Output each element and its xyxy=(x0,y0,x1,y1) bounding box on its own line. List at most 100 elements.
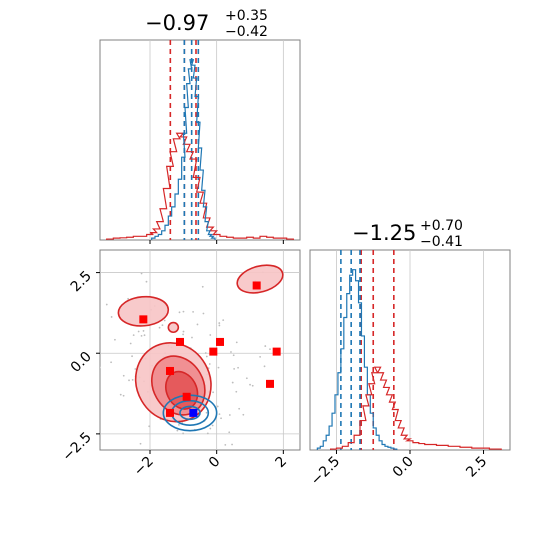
sample-point xyxy=(182,310,185,313)
quantile-lines xyxy=(340,250,395,450)
red-square-marker xyxy=(209,347,218,356)
x-tick-label: −2 xyxy=(131,454,157,480)
sample-point xyxy=(242,413,245,416)
sample-point xyxy=(118,453,120,455)
sample-point xyxy=(158,326,161,329)
sample-point xyxy=(128,379,130,382)
sample-point xyxy=(230,351,232,353)
x-tick-label: 0.0 xyxy=(390,454,417,481)
sample-point xyxy=(140,334,143,337)
panel-frame xyxy=(99,249,301,451)
sample-point xyxy=(168,492,170,494)
sample-point xyxy=(264,345,267,347)
sample-point xyxy=(112,470,114,472)
sample-point xyxy=(224,443,227,446)
red-square-marker xyxy=(139,315,148,324)
blue-histogram xyxy=(151,59,216,240)
panel-title-sub: −0.42 xyxy=(225,24,268,40)
sample-point xyxy=(245,377,248,380)
sample-point xyxy=(218,413,221,416)
sample-point xyxy=(163,319,166,322)
y-tick-label: −2.5 xyxy=(59,429,94,464)
red-square-marker xyxy=(166,408,174,417)
sample-point xyxy=(326,371,328,373)
blue-contour xyxy=(179,405,201,421)
x-tick-label: −2.5 xyxy=(308,454,343,489)
x-tick-label: 2 xyxy=(273,454,291,472)
sample-point xyxy=(182,432,185,435)
sample-point xyxy=(231,443,233,446)
sample-point xyxy=(122,374,125,377)
sample-point xyxy=(191,336,193,339)
sample-point xyxy=(205,411,208,414)
sample-point xyxy=(76,385,78,387)
sample-point xyxy=(182,330,185,333)
x-ticks: −2.5 0.0 2.5 xyxy=(308,450,490,489)
sample-point xyxy=(238,407,241,410)
sample-point xyxy=(228,414,231,416)
y-tick-label: 2.5 xyxy=(68,268,95,295)
panel-frame xyxy=(99,39,301,241)
sample-point xyxy=(140,454,142,456)
panel-title-sup: +0.70 xyxy=(420,218,463,234)
sample-point xyxy=(105,303,108,306)
sample-point xyxy=(132,334,135,337)
sample-point xyxy=(233,368,236,370)
sample-point xyxy=(237,366,239,369)
sample-point xyxy=(216,405,219,408)
markers xyxy=(139,281,281,417)
sample-point xyxy=(192,310,194,313)
panel-title-sub: −0.41 xyxy=(420,234,463,250)
blue-histogram xyxy=(316,269,398,450)
plot-area xyxy=(0,264,328,494)
panel-title-sup: +0.35 xyxy=(225,8,268,24)
x-ticks xyxy=(149,240,284,244)
red-square-marker xyxy=(252,281,261,290)
sample-point xyxy=(131,355,133,358)
sample-point xyxy=(100,366,101,369)
sample-point xyxy=(178,311,181,314)
sample-point xyxy=(235,390,238,393)
red-contour xyxy=(167,321,180,334)
red-square-marker xyxy=(182,392,191,401)
sample-point xyxy=(127,297,129,300)
y-ticks: −2.5 0.0 2.5 xyxy=(59,268,100,465)
sample-point xyxy=(178,423,180,426)
sample-point xyxy=(269,348,271,351)
sample-point xyxy=(249,383,251,386)
sample-point xyxy=(235,455,237,457)
panel-param1-histogram: −0.97 +0.35 −0.42 xyxy=(99,8,301,244)
red-square-marker xyxy=(166,366,174,375)
panel-param2-histogram: −2.5 0.0 2.5 −1.25 +0.70 −0.41 xyxy=(308,218,511,489)
sample-point xyxy=(211,424,214,427)
sample-point xyxy=(218,324,221,327)
red-square-marker xyxy=(266,379,274,388)
sample-point xyxy=(228,431,231,434)
sample-point xyxy=(201,285,204,288)
sample-point xyxy=(110,361,113,364)
sample-point xyxy=(259,355,262,358)
sample-point xyxy=(205,355,208,358)
sample-point xyxy=(202,312,205,315)
y-tick-label: 0.0 xyxy=(68,349,95,376)
x-ticks: −2 0 2 xyxy=(131,450,290,479)
sample-point xyxy=(209,334,212,336)
sample-point xyxy=(212,391,215,394)
red-contour xyxy=(236,264,284,294)
red-contour xyxy=(117,295,170,327)
red-square-marker xyxy=(272,347,281,356)
sample-point xyxy=(0,315,2,317)
blue-square-marker xyxy=(189,408,198,417)
sample-point xyxy=(114,338,116,341)
panel-title-main: −1.25 xyxy=(352,221,416,245)
sample-point xyxy=(122,394,125,397)
sample-point xyxy=(209,427,212,430)
sample-point xyxy=(208,363,211,365)
panel-2d-scatter-contour: −2 0 2 −2.5 0.0 2.5 xyxy=(0,249,328,494)
grid xyxy=(149,40,284,240)
x-tick-label: 2.5 xyxy=(463,454,490,481)
sample-point xyxy=(140,272,143,275)
histogram-series xyxy=(316,269,502,450)
sample-point xyxy=(222,319,225,321)
